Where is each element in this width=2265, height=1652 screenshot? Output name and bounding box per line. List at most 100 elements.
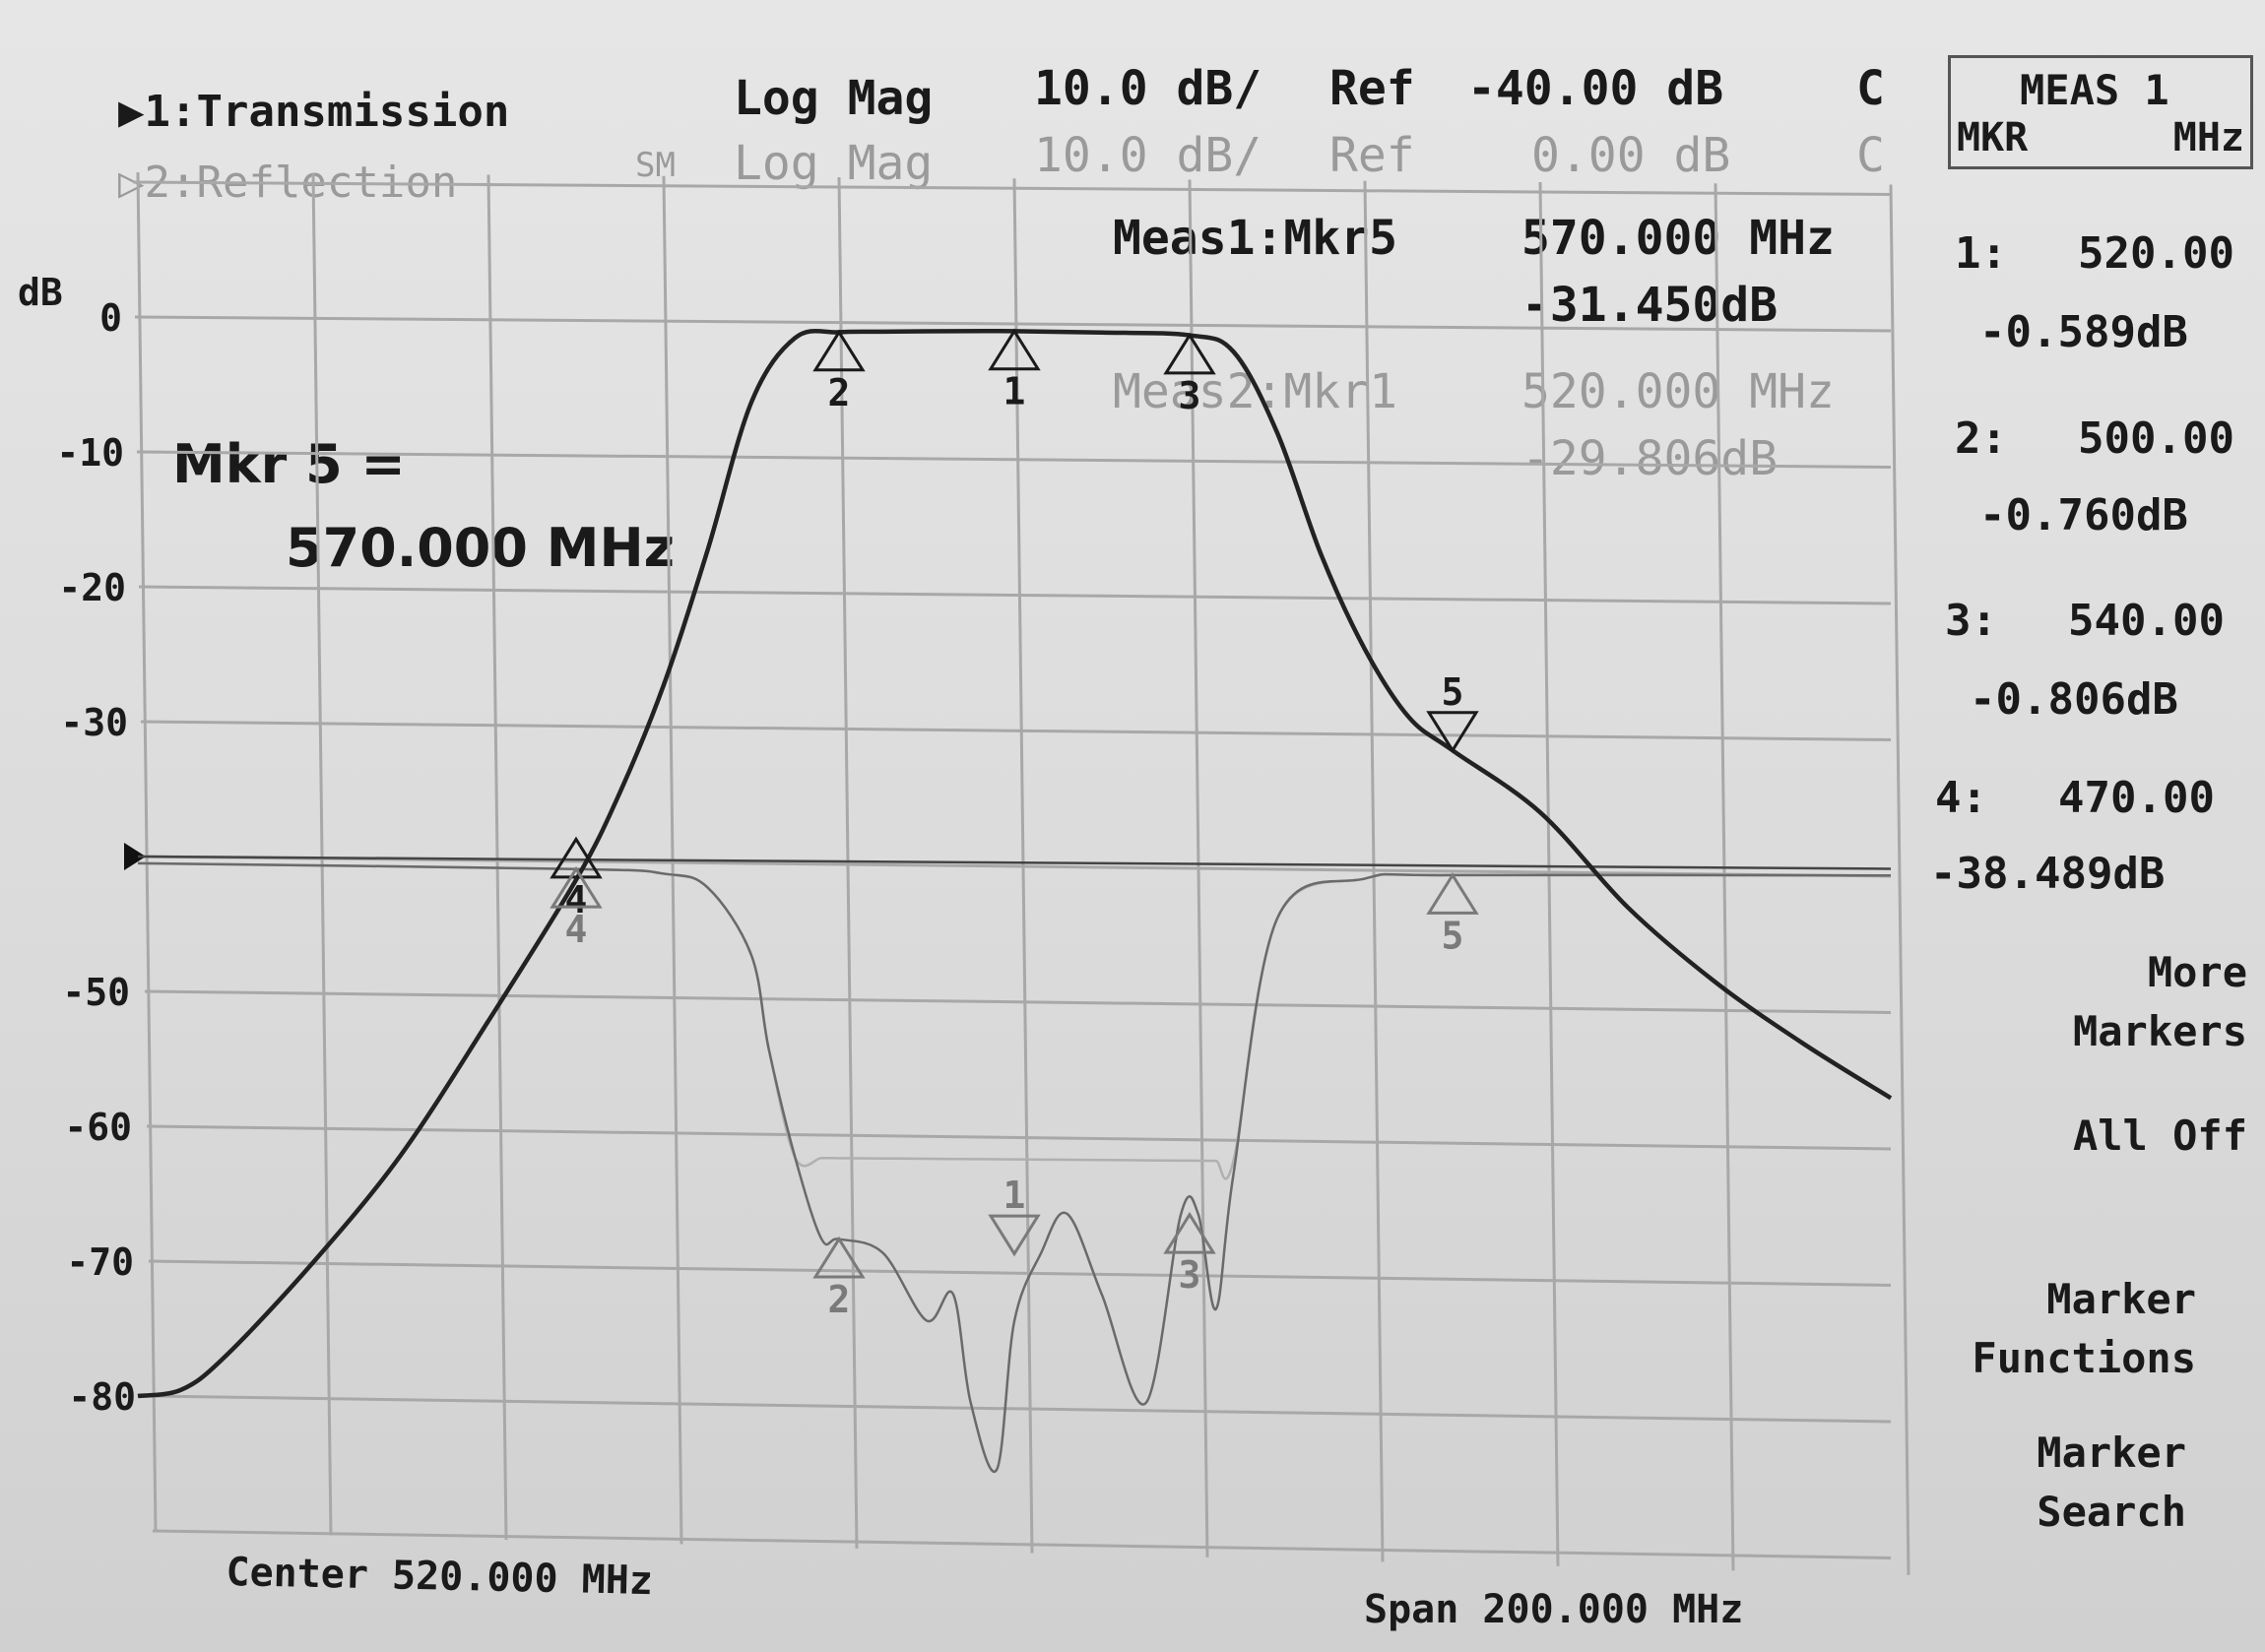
ch1-scale: 10.0 dB/ <box>1034 61 1262 116</box>
meas-box-left: MKR <box>1957 115 2029 160</box>
softkey-line: Marker <box>2046 1275 2196 1323</box>
ch2-ref-label: Ref <box>1329 128 1415 183</box>
all-off-softkey[interactable]: All Off <box>2073 1107 2247 1166</box>
grid-line-horizontal <box>150 1394 1892 1424</box>
reflection-marker-label: 2 <box>828 1278 851 1321</box>
softkey-line: All Off <box>2072 1112 2247 1160</box>
reflection-trace <box>137 861 1892 1474</box>
softkey-line: Functions <box>1972 1334 2196 1382</box>
ch1-flag: C <box>1856 61 1885 116</box>
y-tick-label: -20 <box>58 566 126 609</box>
markers: 1 2 3 4 5 1 2 3 4 5 <box>550 328 1479 1321</box>
grid-line-horizontal <box>138 585 1892 605</box>
y-tick-label: -10 <box>56 431 124 475</box>
grid-line-horizontal <box>146 1124 1892 1151</box>
meas-box-title: MEAS 1 <box>2020 66 2169 114</box>
reflection-marker-triangle <box>988 1214 1041 1257</box>
big-marker-label: Mkr 5 = <box>172 433 406 495</box>
meas2-value: -29.806dB <box>1521 431 1779 486</box>
y-tick-label: -60 <box>64 1106 132 1149</box>
y-tick-label: -70 <box>66 1240 134 1284</box>
ch1-ref-value: -40.00 dB <box>1467 61 1724 116</box>
marker-list-index: 3: <box>1945 596 1997 646</box>
y-tick-label: -30 <box>60 701 128 744</box>
meas-box-right: MHz <box>2172 115 2244 160</box>
meas2-freq: 520.000 MHz <box>1521 364 1835 419</box>
marker-list-value: -0.589dB <box>1979 307 2188 357</box>
y-tick-label: 0 <box>99 296 122 340</box>
transmission-marker-triangle <box>988 328 1041 371</box>
marker-list-value: -0.760dB <box>1979 490 2188 540</box>
ch1-format: Log Mag <box>734 71 934 126</box>
ch2-flag: C <box>1856 128 1885 183</box>
reflection-marker-triangle <box>1163 1211 1216 1254</box>
grid-line-horizontal <box>134 315 1892 333</box>
grid-line-horizontal <box>144 989 1892 1014</box>
grid-line-vertical <box>486 174 508 1540</box>
reference-line <box>137 855 1892 870</box>
y-axis-label: dB <box>18 271 63 314</box>
reflection-marker-triangle <box>550 865 603 909</box>
marker-search-softkey[interactable]: Marker Search <box>2037 1424 2186 1542</box>
ch1-ref-label: Ref <box>1329 61 1415 116</box>
ch2-format: Log Mag <box>734 136 934 191</box>
marker-list-freq: 500.00 <box>2078 413 2234 464</box>
reflection-marker-label: 3 <box>1179 1253 1201 1297</box>
more-markers-softkey[interactable]: More Markers <box>2073 943 2247 1061</box>
marker-list-freq: 540.00 <box>2068 596 2225 646</box>
meas1-label: Meas1:Mkr5 <box>1113 211 1397 266</box>
y-axis-ticks: 0 -10 -20 -30 -50 -60 -70 -80 <box>56 296 1892 1419</box>
softkey-line: Marker <box>2037 1429 2186 1477</box>
marker-functions-softkey[interactable]: Marker Functions <box>1972 1270 2196 1388</box>
reflection-marker-label: 1 <box>1003 1174 1026 1217</box>
grid-line-vertical <box>1714 183 1735 1571</box>
grid-line-horizontal <box>140 720 1892 741</box>
y-tick-label: -80 <box>68 1375 136 1419</box>
marker-list-freq: 470.00 <box>2058 773 2215 823</box>
transmission-marker-triangle <box>812 329 866 372</box>
meas1-value: -31.450dB <box>1521 278 1779 333</box>
meas-mode-box: MEAS 1 MKR MHz <box>1948 55 2253 169</box>
marker-list-freq: 520.00 <box>2078 228 2234 279</box>
transmission-marker-label: 3 <box>1179 374 1201 417</box>
reference-level-arrow <box>124 843 146 870</box>
reflection-marker-label: 4 <box>565 908 588 951</box>
reflection-marker-triangle <box>812 1236 866 1279</box>
marker-list-value: -38.489dB <box>1930 849 2166 899</box>
big-marker-freq: 570.000 MHz <box>286 517 676 579</box>
grid-line-vertical <box>311 173 333 1536</box>
marker-list-index: 1: <box>1955 228 2007 279</box>
reflection-marker-triangle <box>1426 872 1479 915</box>
grid-line-vertical <box>136 171 158 1532</box>
softkey-line: Markers <box>2072 1007 2247 1055</box>
marker-list-value: -0.806dB <box>1970 674 2178 725</box>
reflection-memory-trace <box>137 861 1892 1180</box>
softkey-line: More <box>2147 948 2247 996</box>
traces <box>137 328 1893 1474</box>
marker-list-index: 4: <box>1935 773 1987 823</box>
meas2-label: Meas2:Mkr1 <box>1113 364 1397 419</box>
grid-line-horizontal <box>152 1529 1892 1559</box>
transmission-marker-label: 2 <box>828 371 851 414</box>
softkey-line: Search <box>2037 1488 2186 1536</box>
transmission-marker-label: 1 <box>1003 370 1026 413</box>
transmission-trace <box>137 328 1893 1399</box>
grid-line-horizontal <box>148 1259 1892 1287</box>
transmission-marker-triangle <box>1163 332 1216 375</box>
transmission-marker-triangle <box>1426 711 1479 754</box>
ch2-extra: SM <box>635 146 676 185</box>
grid-line-vertical <box>1889 184 1910 1575</box>
grid-line-horizontal <box>132 180 1892 196</box>
grid-line-vertical <box>837 176 859 1549</box>
ch2-ref-value: 0.00 dB <box>1531 128 1731 183</box>
ch2-scale: 10.0 dB/ <box>1034 128 1262 183</box>
meas1-freq: 570.000 MHz <box>1521 211 1835 266</box>
grid-line-horizontal <box>136 450 1892 469</box>
span-frequency: Span 200.000 MHz <box>1364 1587 1744 1632</box>
ch1-label: ▶1:Transmission <box>118 87 510 137</box>
y-tick-label: -50 <box>62 971 130 1014</box>
transmission-marker-triangle <box>550 836 603 879</box>
marker-list-index: 2: <box>1955 413 2007 464</box>
